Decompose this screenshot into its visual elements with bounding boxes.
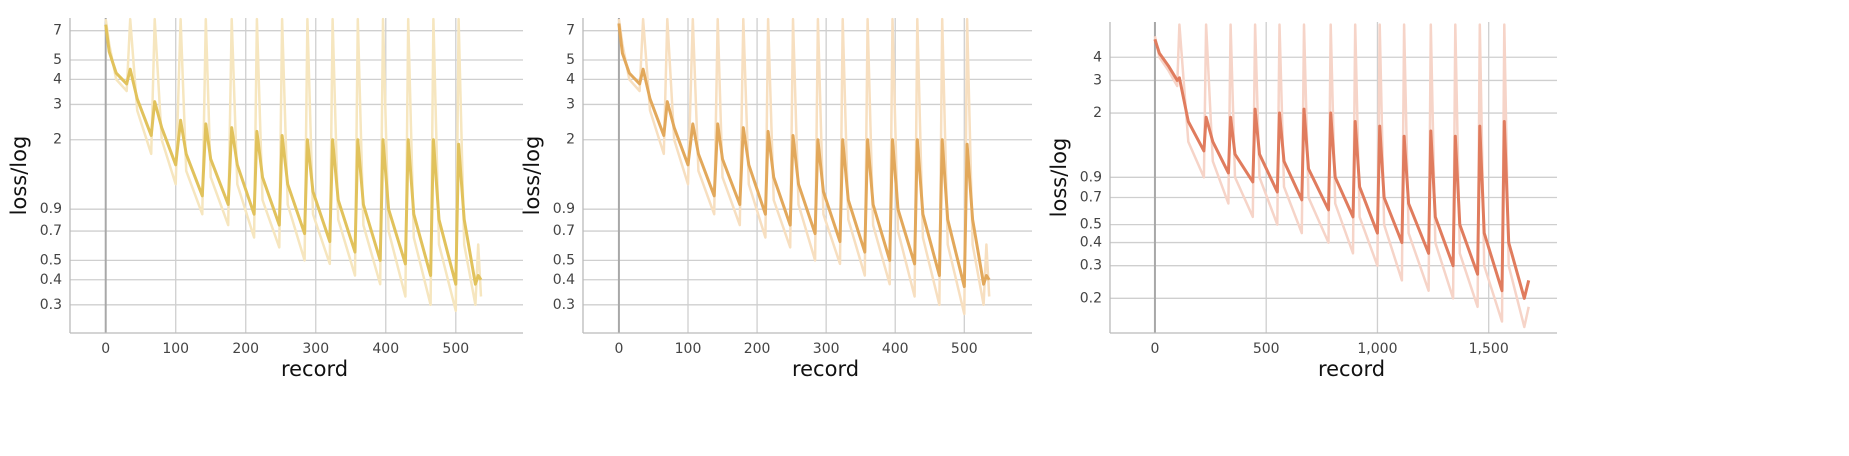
y-tick-label: 0.5: [1080, 217, 1102, 233]
x-tick-label: 400: [372, 341, 399, 357]
y-tick-label: 0.7: [553, 223, 575, 239]
y-axis-label: loss/log: [1047, 138, 1071, 218]
y-tick-label: 3: [566, 96, 575, 112]
x-tick-label: 500: [442, 341, 469, 357]
x-tick-label: 500: [951, 341, 978, 357]
y-tick-label: 4: [566, 71, 575, 87]
y-tick-label: 0.2: [1080, 290, 1102, 306]
smoothed-line: [1153, 38, 1531, 300]
y-tick-label: 2: [566, 132, 575, 148]
x-tick-label: 200: [232, 341, 259, 357]
y-tick-label: 0.3: [553, 297, 575, 313]
smoothed-line: [104, 24, 483, 286]
y-tick-label: 0.3: [1080, 258, 1102, 274]
x-tick-label: 100: [675, 341, 702, 357]
y-tick-label: 0.4: [1080, 235, 1102, 251]
x-tick-label: 200: [744, 341, 771, 357]
raw-line: [104, 17, 483, 313]
y-tick-label: 0.4: [40, 272, 62, 288]
y-tick-label: 7: [566, 23, 575, 39]
x-tick-label: 0: [614, 341, 623, 357]
y-tick-label: 2: [1093, 105, 1102, 121]
x-tick-label: 300: [813, 341, 840, 357]
x-axis-label: record: [792, 357, 859, 381]
y-tick-label: 0.9: [40, 201, 62, 217]
x-tick-label: 1,000: [1357, 341, 1397, 357]
y-tick-label: 5: [53, 52, 62, 68]
y-tick-label: 0.9: [1080, 169, 1102, 185]
x-tick-label: 500: [1253, 341, 1280, 357]
y-tick-label: 4: [1093, 49, 1102, 65]
y-tick-label: 0.3: [40, 297, 62, 313]
y-tick-label: 0.7: [1080, 190, 1102, 206]
x-tick-label: 0: [101, 341, 110, 357]
smoothed-line: [617, 23, 991, 289]
y-tick-label: 0.5: [553, 252, 575, 268]
y-tick-label: 2: [53, 132, 62, 148]
raw-line: [617, 17, 991, 316]
y-axis-label: loss/log: [7, 136, 31, 216]
x-tick-label: 1,500: [1469, 341, 1509, 357]
x-tick-label: 0: [1150, 341, 1159, 357]
x-tick-label: 400: [882, 341, 909, 357]
y-tick-label: 3: [1093, 72, 1102, 88]
y-tick-label: 5: [566, 52, 575, 68]
y-tick-label: 4: [53, 71, 62, 87]
y-tick-label: 0.5: [40, 252, 62, 268]
raw-line: [1153, 23, 1530, 329]
x-axis-label: record: [1318, 357, 1385, 381]
y-tick-label: 0.9: [553, 201, 575, 217]
x-axis-label: record: [281, 357, 348, 381]
y-axis-label: loss/log: [520, 136, 544, 216]
y-tick-label: 0.7: [40, 223, 62, 239]
y-tick-label: 3: [53, 96, 62, 112]
x-tick-label: 100: [162, 341, 189, 357]
y-tick-label: 0.4: [553, 272, 575, 288]
y-tick-label: 7: [53, 23, 62, 39]
x-tick-label: 300: [302, 341, 329, 357]
